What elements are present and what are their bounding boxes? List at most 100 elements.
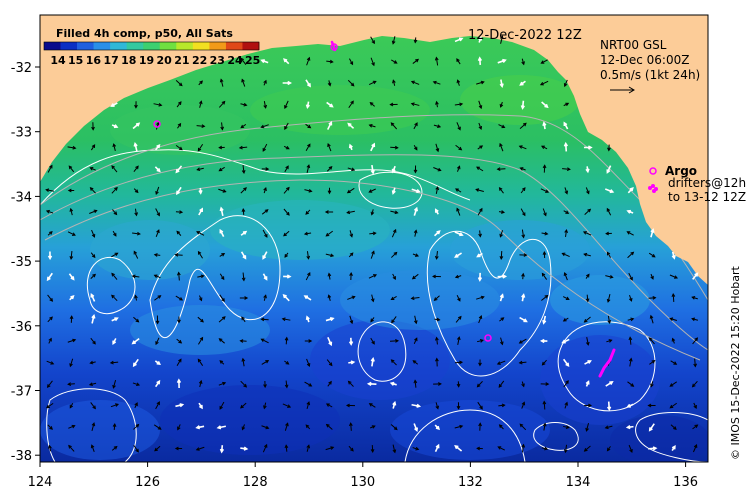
current-vectors xyxy=(45,35,699,454)
current-arrow xyxy=(263,79,267,86)
current-arrow xyxy=(111,252,119,258)
current-arrow xyxy=(67,338,77,343)
current-arrow xyxy=(391,228,397,238)
current-arrow xyxy=(410,102,420,106)
current-arrow xyxy=(304,188,313,193)
current-arrow xyxy=(562,167,571,172)
current-arrow xyxy=(112,423,117,430)
current-arrow xyxy=(196,231,205,236)
colorbar-swatches xyxy=(43,41,260,51)
current-arrow xyxy=(263,186,267,194)
current-arrow xyxy=(390,296,397,301)
current-arrow xyxy=(45,402,54,409)
current-arrow xyxy=(520,208,526,217)
colorbar-swatch xyxy=(93,42,111,50)
current-arrow xyxy=(583,145,593,150)
current-arrow xyxy=(542,400,547,410)
current-arrow xyxy=(435,336,439,345)
isobath-line xyxy=(40,154,708,351)
current-arrow xyxy=(562,296,570,301)
current-arrow xyxy=(219,228,225,237)
temperature-contour xyxy=(46,388,137,462)
current-arrow xyxy=(240,102,248,107)
current-arrow xyxy=(176,101,182,108)
current-arrow xyxy=(370,250,375,259)
current-arrow xyxy=(327,380,332,387)
temperature-patch xyxy=(340,270,500,330)
colorbar-tick-label: 20 xyxy=(157,54,173,67)
current-arrow xyxy=(283,58,290,65)
current-arrow xyxy=(48,444,52,452)
current-arrow xyxy=(606,339,613,343)
current-arrow xyxy=(626,403,634,408)
colorbar-swatch xyxy=(176,42,194,50)
current-arrow xyxy=(260,124,269,129)
current-arrow xyxy=(518,145,527,150)
current-arrow xyxy=(349,230,354,238)
current-arrow xyxy=(410,296,420,301)
current-arrow xyxy=(69,251,74,260)
current-arrow xyxy=(478,315,483,324)
current-arrow xyxy=(348,143,353,151)
current-arrow xyxy=(413,165,418,174)
current-arrow xyxy=(389,339,400,343)
current-arrow xyxy=(627,381,635,387)
current-arrow xyxy=(606,251,611,258)
current-arrow xyxy=(499,230,504,238)
current-arrow xyxy=(349,271,353,280)
colorbar-tick-label: 23 xyxy=(210,54,225,67)
colorbar-swatch xyxy=(225,42,243,50)
current-arrow xyxy=(177,316,181,324)
current-arrow xyxy=(542,208,547,217)
current-arrow xyxy=(155,208,160,217)
current-arrow xyxy=(112,209,118,216)
current-arrow xyxy=(413,206,419,216)
current-arrow xyxy=(521,293,526,302)
temperature-patch xyxy=(460,75,580,125)
current-arrow xyxy=(111,165,118,173)
current-arrow xyxy=(562,317,569,322)
current-arrow xyxy=(671,251,676,260)
current-arrow xyxy=(389,381,397,386)
current-arrow xyxy=(153,253,161,257)
current-arrow xyxy=(648,446,658,451)
current-arrow xyxy=(496,167,506,171)
current-arrow xyxy=(348,337,354,346)
current-arrow xyxy=(47,316,53,323)
current-arrow xyxy=(175,165,183,174)
colorbar-tick-label: 21 xyxy=(174,54,189,67)
current-arrow xyxy=(263,294,267,301)
current-arrow xyxy=(262,229,268,238)
current-arrow xyxy=(520,100,525,110)
current-arrow xyxy=(238,145,248,150)
current-arrow xyxy=(90,402,96,410)
current-arrow xyxy=(69,358,74,368)
scale-arrow xyxy=(610,86,635,94)
current-arrow xyxy=(671,337,676,344)
current-arrow xyxy=(133,444,139,453)
current-arrow xyxy=(607,144,611,152)
current-arrow xyxy=(521,58,525,66)
current-arrow xyxy=(454,274,462,279)
current-arrow xyxy=(325,253,335,258)
current-arrow xyxy=(497,58,507,64)
current-arrow xyxy=(69,207,74,216)
current-arrow xyxy=(153,102,163,107)
current-arrow xyxy=(67,145,77,150)
colorbar-tick-label: 19 xyxy=(139,54,154,67)
current-arrow xyxy=(348,360,356,365)
current-arrow xyxy=(260,59,269,64)
temperature-contour xyxy=(404,409,526,462)
current-arrow xyxy=(284,252,289,258)
current-arrow xyxy=(564,401,568,409)
current-arrow xyxy=(67,188,75,193)
current-arrow xyxy=(155,379,161,388)
current-arrow xyxy=(197,358,204,366)
colorbar-tick-label: 24 xyxy=(227,54,243,67)
current-arrow xyxy=(434,56,439,66)
current-arrow xyxy=(519,122,527,130)
current-arrow xyxy=(585,337,590,346)
colorbar-swatch xyxy=(110,42,127,50)
latitude-axis: -32 -33 -34 -35 -36 -37 -38 xyxy=(11,61,40,464)
current-arrow xyxy=(584,403,593,408)
